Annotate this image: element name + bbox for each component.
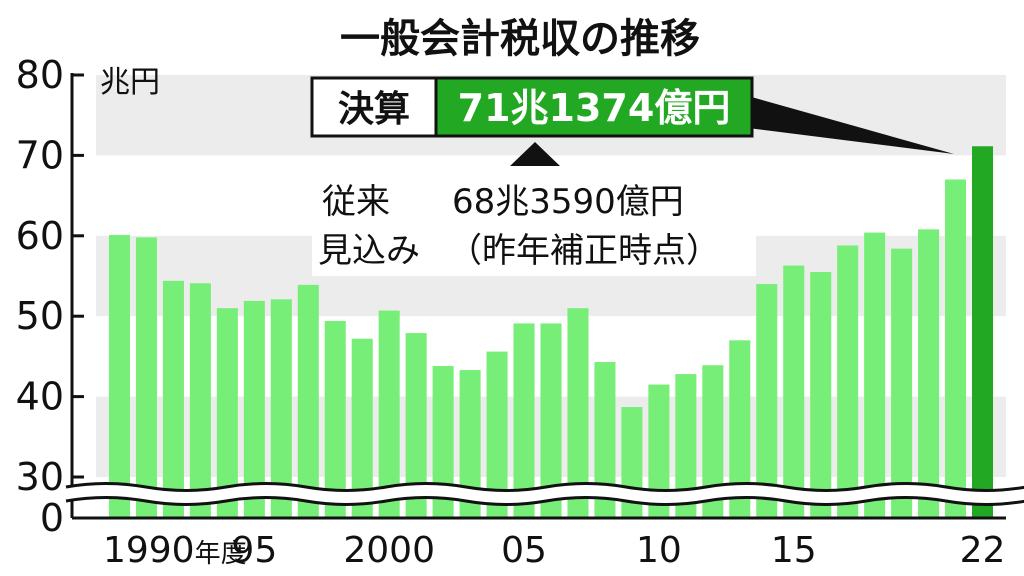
x-tick-label-1990: 1990年度 <box>103 530 247 571</box>
bar-2012 <box>702 365 724 518</box>
x-tick-label-2015: 15 <box>771 530 817 571</box>
estimate-annotation: 従来 68兆3590億円 見込み （昨年補正時点） <box>312 142 756 276</box>
bar-2020 <box>918 229 940 519</box>
bar-2000 <box>378 310 400 518</box>
y-tick-label: 0 <box>40 496 64 540</box>
y-tick-label: 60 <box>16 214 64 258</box>
bar-2011 <box>675 374 697 518</box>
x-tick-label-2010: 10 <box>636 530 682 571</box>
chart-title: 一般会計税収の推移 <box>340 16 700 62</box>
y-tick-label: 80 <box>16 53 64 97</box>
axis-break-gap <box>64 482 1024 506</box>
callout-label: 決算 <box>338 89 410 130</box>
bar-2017 <box>837 245 859 518</box>
bar-2016 <box>810 271 832 518</box>
bar-1992 <box>162 280 184 518</box>
callout-label-box <box>310 76 438 138</box>
bar-2007 <box>567 308 589 518</box>
annotation-line2-value: （昨年補正時点） <box>448 231 720 271</box>
x-tick-label-2005: 05 <box>501 530 547 571</box>
bar-2002 <box>432 366 454 518</box>
axis-break-line <box>65 482 1024 492</box>
annotation-background <box>312 170 756 276</box>
y-tick-label: 30 <box>16 455 64 499</box>
bar-1990 <box>108 234 131 518</box>
bar-2003 <box>459 370 481 518</box>
bars <box>108 146 994 519</box>
callout-value-box <box>434 76 754 138</box>
bar-2022 <box>971 146 994 518</box>
bar-2001 <box>405 333 427 518</box>
x-tick-label-2022: 22 <box>960 530 1006 571</box>
bar-1998 <box>324 321 346 518</box>
bar-2021 <box>945 179 967 518</box>
y-axis-unit: 兆円 <box>100 65 160 100</box>
bar-1999 <box>351 338 373 518</box>
bar-1996 <box>270 299 292 518</box>
bar-2006 <box>540 323 562 518</box>
bar-2004 <box>486 351 508 518</box>
bar-1995 <box>243 300 265 518</box>
annotation-line1-value: 68兆3590億円 <box>452 182 684 222</box>
bar-2015 <box>783 265 805 518</box>
callout: 決算 71兆1374億円 <box>310 76 954 154</box>
callout-value: 71兆1374億円 <box>458 86 731 130</box>
bar-1994 <box>216 308 238 518</box>
bar-2018 <box>864 232 886 519</box>
bar-2019 <box>891 248 913 518</box>
bar-2013 <box>729 340 751 518</box>
axis-break <box>64 482 1024 506</box>
bar-2010 <box>648 384 670 518</box>
bar-2005 <box>513 323 535 518</box>
y-axis: 030 40 50 60 70 80 <box>16 53 84 540</box>
bar-1991 <box>135 237 157 518</box>
bar-1993 <box>189 283 211 518</box>
x-tick-label-1995: 95 <box>231 530 277 571</box>
y-tick-label: 70 <box>16 133 64 177</box>
y-tick-label: 40 <box>16 375 64 419</box>
bar-2014 <box>756 284 778 518</box>
bar-2008 <box>594 362 616 518</box>
annotation-pointer <box>510 142 560 166</box>
axis-break-line <box>65 496 1024 506</box>
annotation-line2-label: 見込み <box>318 231 420 271</box>
callout-pointer <box>748 96 954 154</box>
bar-1997 <box>297 284 319 518</box>
y-tick-label: 50 <box>16 294 64 338</box>
annotation-line1-label: 従来 <box>322 182 390 222</box>
x-tick-label-2000: 2000 <box>343 530 435 571</box>
